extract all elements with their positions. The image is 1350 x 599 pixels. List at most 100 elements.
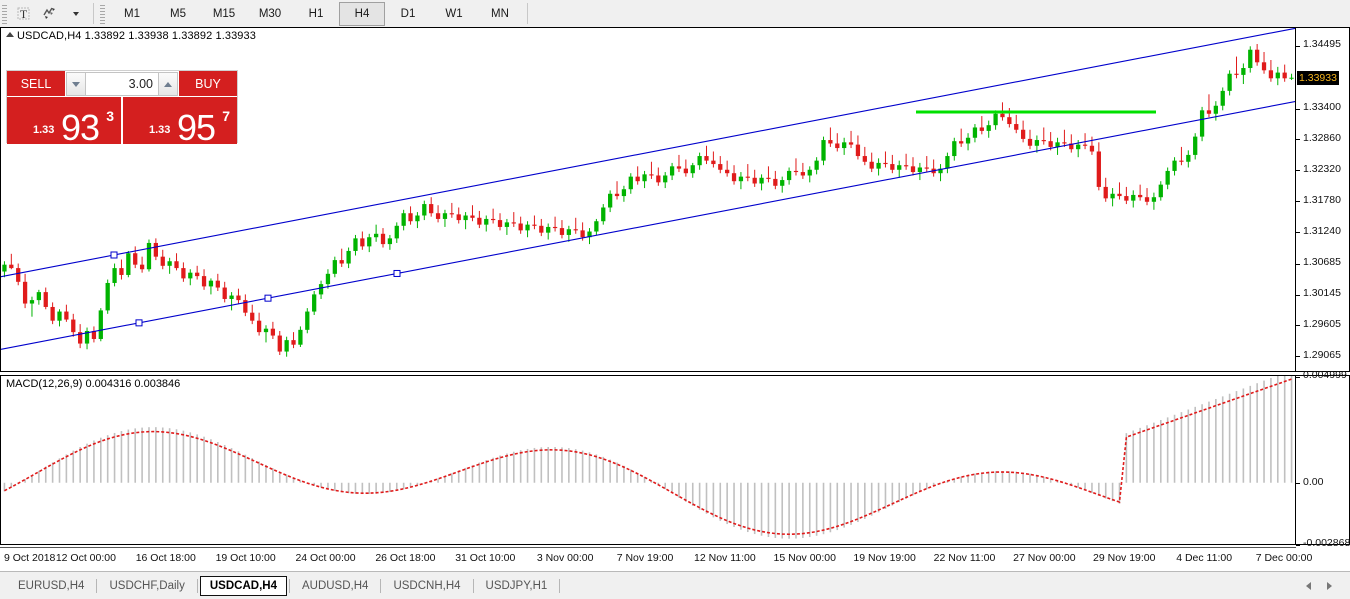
macd-axis-tick-label: 0.00 (1303, 475, 1324, 488)
volume-stepper[interactable]: 3.00 (66, 72, 178, 96)
one-click-trading-panel[interactable]: SELL 3.00 BUY 1.33 93 3 (6, 70, 238, 148)
timeframe-button-m1[interactable]: M1 (124, 7, 140, 20)
timeframe-button-d1[interactable]: D1 (400, 7, 416, 20)
price-axis-tick: 1.31240 (1296, 225, 1350, 237)
time-axis-tick-label: 26 Oct 18:00 (375, 552, 436, 564)
price-axis-tick: 1.33400 (1296, 101, 1350, 113)
time-axis-tick-label: 4 Dec 11:00 (1176, 552, 1233, 564)
arrow-left-icon[interactable] (1306, 581, 1311, 590)
toolbar-grip[interactable] (1, 3, 8, 24)
macd-axis-tick-label: 0.004999 (1303, 369, 1347, 381)
timeframe-button-w1[interactable]: W1 (445, 7, 463, 20)
chevron-down-icon (73, 11, 79, 16)
macd-axis-tick: -0.002868 (1296, 537, 1350, 549)
macd-plot (3, 376, 1293, 539)
chart-tab-usdcad-h4[interactable]: USDCAD,H4 (199, 575, 287, 596)
time-axis-tick-label: 29 Nov 19:00 (1093, 552, 1156, 564)
timeframe-button-m30[interactable]: M30 (258, 7, 282, 20)
price-axis-tick-label: 1.29065 (1303, 348, 1341, 361)
timeframe-button-h4[interactable]: H4 (339, 1, 385, 26)
chart-tab-bar: EURUSD,H4 USDCHF,Daily USDCAD,H4 AUDUSD,H4 U… (0, 571, 1350, 599)
price-axis-tick-label: 1.31780 (1303, 193, 1341, 206)
price-axis-tick: 1.31780 (1296, 194, 1350, 206)
chart-tab-usdcnh-h4[interactable]: USDCNH,H4 (393, 579, 461, 592)
macd-axis-tick: 0.004999 (1296, 369, 1350, 381)
time-axis-tick-label: 19 Nov 19:00 (853, 552, 916, 564)
trade-panel-prices: 1.33 93 3 1.33 95 7 (7, 97, 237, 148)
macd-axis-tick-label: -0.002868 (1303, 537, 1350, 549)
price-axis-tick: 1.30685 (1296, 256, 1350, 268)
price-axis-tick-label: 1.30685 (1303, 256, 1341, 269)
volume-increase-button[interactable] (158, 73, 177, 95)
price-axis-tick: 1.34495 (1296, 38, 1350, 50)
chart-tab-audusd-h4[interactable]: AUDUSD,H4 (301, 579, 369, 592)
timeframe-button-m15[interactable]: M15 (212, 7, 236, 20)
arrow-right-icon[interactable] (1327, 581, 1332, 590)
price-axis-tick: 1.29605 (1296, 318, 1350, 330)
macd-label: MACD(12,26,9) 0.004316 0.003846 (6, 378, 181, 390)
templates-dropdown-icon[interactable] (63, 2, 89, 26)
tab-separator (288, 578, 290, 593)
time-axis-tick-label: 3 Nov 00:00 (536, 552, 594, 564)
time-axis-tick-label: 27 Nov 00:00 (1013, 552, 1076, 564)
toolbar-separator-2 (527, 3, 528, 24)
price-axis-tick-label: 1.30145 (1303, 287, 1341, 300)
price-axis[interactable]: 1.34495 1.33400 1.32860 1.32320 1.31780 1.312… (1296, 27, 1350, 372)
chart-symbol-label: USDCAD,H4 1.33892 1.33938 1.33892 1.3393… (6, 30, 256, 42)
trade-panel-top-row: SELL 3.00 BUY (7, 71, 237, 97)
tab-separator (196, 578, 198, 593)
macd-indicator-pane[interactable]: MACD(12,26,9) 0.004316 0.003846 (0, 375, 1296, 545)
current-price-badge: 1.33933 (1297, 70, 1339, 85)
time-axis-tick-label: 7 Nov 19:00 (616, 552, 674, 564)
price-axis-tick: 1.32860 (1296, 132, 1350, 144)
chart-tab-eurusd-h4[interactable]: EURUSD,H4 (18, 579, 85, 592)
arrow-down-icon (72, 81, 80, 87)
timeframe-toolbar-grip[interactable] (99, 3, 106, 24)
time-axis-tick-label: 24 Oct 00:00 (295, 552, 356, 564)
tab-scroll-controls (1306, 581, 1350, 590)
buy-price-fraction: 7 (222, 108, 230, 124)
volume-input[interactable]: 3.00 (128, 77, 153, 91)
sell-button[interactable]: SELL (7, 71, 65, 97)
chart-tabs: EURUSD,H4 USDCHF,Daily USDCAD,H4 AUDUSD,H4 U… (0, 575, 562, 596)
time-axis-tick-label: 16 Oct 18:00 (135, 552, 196, 564)
macd-axis-tick: 0.00 (1296, 476, 1350, 488)
time-axis[interactable]: 9 Oct 2018 12 Oct 00:00 16 Oct 18:00 19 Oct… (0, 547, 1312, 570)
price-axis-tick: 1.29065 (1296, 349, 1350, 361)
price-axis-tick: 1.32320 (1296, 163, 1350, 175)
time-axis-tick-label: 22 Nov 11:00 (933, 552, 996, 564)
timeframe-button-mn[interactable]: MN (491, 7, 509, 20)
tab-separator (96, 578, 98, 593)
time-axis-tick-label: 7 Dec 00:00 (1255, 552, 1313, 564)
price-axis-tick-label: 1.34495 (1303, 38, 1341, 51)
chart-area[interactable]: USDCAD,H4 1.33892 1.33938 1.33892 1.3393… (0, 27, 1350, 571)
tab-separator (380, 578, 382, 593)
buy-price-prefix: 1.33 (149, 124, 171, 136)
arrow-up-icon (164, 81, 172, 87)
time-axis-tick-label: 12 Oct 00:00 (55, 552, 116, 564)
sell-price-display[interactable]: 1.33 93 3 (7, 97, 123, 146)
timeframe-button-m5[interactable]: M5 (170, 7, 186, 20)
buy-price-display[interactable]: 1.33 95 7 (123, 97, 237, 148)
chart-tab-usdjpy-h1[interactable]: USDJPY,H1 (485, 579, 548, 592)
candlestick-plot (1, 28, 1295, 357)
timeframe-button-h1[interactable]: H1 (308, 7, 324, 20)
macd-axis[interactable]: 0.004999 0.00 -0.002868 (1296, 369, 1350, 549)
tab-separator (472, 578, 474, 593)
main-toolbar: T M1 M5 M15 M30 H1 H4 D1 W1 MN (0, 0, 1350, 28)
buy-button[interactable]: BUY (179, 71, 237, 97)
time-axis-tick-label: 19 Oct 10:00 (215, 552, 276, 564)
volume-decrease-button[interactable] (67, 73, 86, 95)
sell-price-prefix: 1.33 (33, 124, 55, 136)
chart-tab-usdchf-daily[interactable]: USDCHF,Daily (109, 579, 185, 592)
time-axis-tick-label: 15 Nov 00:00 (773, 552, 836, 564)
price-axis-tick-label: 1.29605 (1303, 317, 1341, 330)
buy-price-main: 95 (176, 107, 216, 148)
price-axis-tick-label: 1.33400 (1303, 101, 1341, 114)
crosshair-icon[interactable]: T (11, 2, 37, 26)
templates-icon[interactable] (37, 2, 63, 26)
svg-text:T: T (20, 7, 28, 21)
toolbar-separator (93, 3, 94, 24)
price-axis-tick-label: 1.32860 (1303, 131, 1341, 144)
tab-separator (559, 578, 561, 593)
